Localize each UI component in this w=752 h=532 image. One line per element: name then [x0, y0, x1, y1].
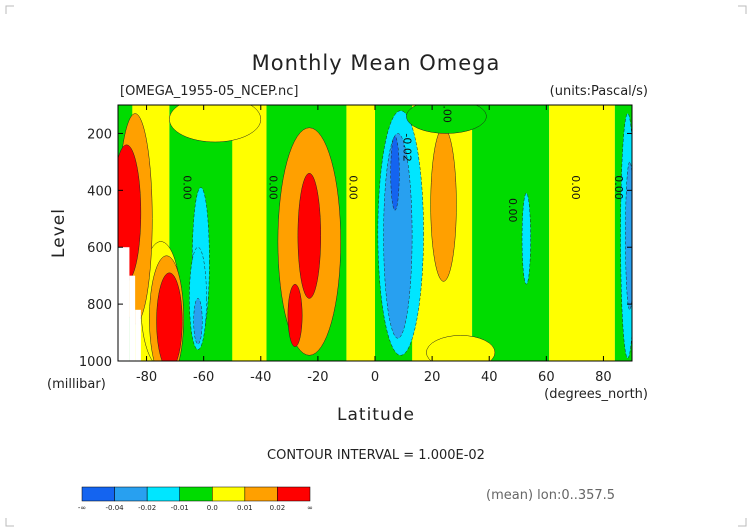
contour-band-9: [549, 105, 615, 361]
y-axis-unit: (millibar): [47, 377, 106, 392]
contour-label-2: 0.00: [346, 175, 359, 200]
colorbar-swatch-3: [179, 486, 213, 502]
contour-labels: 0.00 0.00 0.00 -0.02 0.00 0.00 0.00 0.00: [181, 98, 625, 223]
y-tick-label-2: 600: [87, 241, 112, 256]
y-tick-label-3: 800: [87, 298, 112, 313]
mean-label: (mean) lon:0..357.5: [486, 488, 615, 503]
contour-band-3: [232, 105, 267, 361]
contour-fill: [118, 105, 632, 361]
colorbar: -∞ -0.04 -0.02 -0.01 0.0 0.01 0.02 ∞: [78, 486, 313, 512]
contour-label-6: 0.00: [569, 175, 582, 200]
x-tick-label-4: 0: [371, 370, 379, 385]
colorbar-label-1: -0.04: [106, 504, 125, 512]
colorbar-label-4: 0.0: [207, 504, 218, 512]
corner-mark-top-right: [738, 5, 747, 14]
x-tick-label-7: 60: [538, 370, 555, 385]
file-label: [OMEGA_1955-05_NCEP.nc]: [120, 84, 298, 99]
contour-region-14: [390, 136, 400, 211]
contour-region-16: [426, 335, 496, 361]
y-tick-label-0: 200: [87, 127, 112, 142]
units-label: (units:Pascal/s): [550, 84, 648, 99]
colorbar-swatch-6: [277, 486, 311, 502]
x-tick-label-5: 20: [424, 370, 441, 385]
y-axis: 200 400 600 800 1000: [79, 127, 632, 370]
colorbar-label-2: -0.02: [138, 504, 156, 512]
corner-mark-bottom-right: [738, 518, 747, 527]
missing-data-0: [118, 247, 130, 361]
colorbar-swatch-2: [146, 486, 180, 502]
contour-label-0: 0.00: [181, 175, 194, 200]
x-tick-label-0: -80: [136, 370, 157, 385]
y-tick-label-1: 400: [87, 184, 112, 199]
y-tick-label-4: 1000: [79, 355, 112, 370]
colorbar-label-5: 0.01: [237, 504, 253, 512]
colorbar-swatch-1: [114, 486, 148, 502]
colorbar-label-3: -0.01: [171, 504, 189, 512]
contour-interval-label: CONTOUR INTERVAL = 1.000E-02: [267, 448, 485, 463]
colorbar-swatch-4: [212, 486, 246, 502]
contour-region-0: [169, 105, 262, 143]
colorbar-label-7: ∞: [307, 504, 313, 512]
x-axis-unit: (degrees_north): [544, 387, 648, 402]
missing-data-2: [135, 309, 141, 361]
contour-region-17: [521, 192, 531, 285]
x-tick-label-2: -40: [250, 370, 271, 385]
x-axis-title: Latitude: [337, 405, 415, 425]
contour-label-3: -0.02: [401, 133, 414, 161]
colorbar-label-0: -∞: [78, 504, 86, 512]
x-tick-label-3: -20: [307, 370, 328, 385]
colorbar-swatch-0: [81, 486, 115, 502]
corner-mark-top-left: [5, 5, 14, 14]
x-axis: -80 -60 -40 -20 0 20 40 60 80: [136, 105, 612, 385]
contour-label-4: 0.00: [441, 98, 454, 123]
contour-region-13: [383, 133, 413, 339]
y-axis-title: Level: [49, 208, 69, 258]
contour-region-8: [193, 298, 203, 345]
contour-label-7: 0.00: [612, 175, 625, 200]
contour-label-1: 0.00: [266, 175, 279, 200]
contour-region-20: [625, 161, 632, 311]
corner-mark-bottom-left: [5, 518, 14, 527]
x-tick-label-6: 40: [481, 370, 498, 385]
contour-region-5: [156, 272, 183, 361]
x-tick-label-8: 80: [595, 370, 612, 385]
contour-region-11: [287, 283, 303, 348]
contour-region-10: [297, 173, 321, 299]
missing-data-1: [129, 275, 136, 361]
contour-band-8: [472, 105, 550, 361]
x-tick-label-1: -60: [193, 370, 214, 385]
contour-region-18: [406, 105, 487, 134]
chart-title: Monthly Mean Omega: [252, 51, 501, 75]
contour-label-5: 0.00: [506, 198, 519, 223]
contour-region-15: [430, 127, 457, 282]
colorbar-swatch-5: [244, 486, 278, 502]
colorbar-label-6: 0.02: [270, 504, 286, 512]
